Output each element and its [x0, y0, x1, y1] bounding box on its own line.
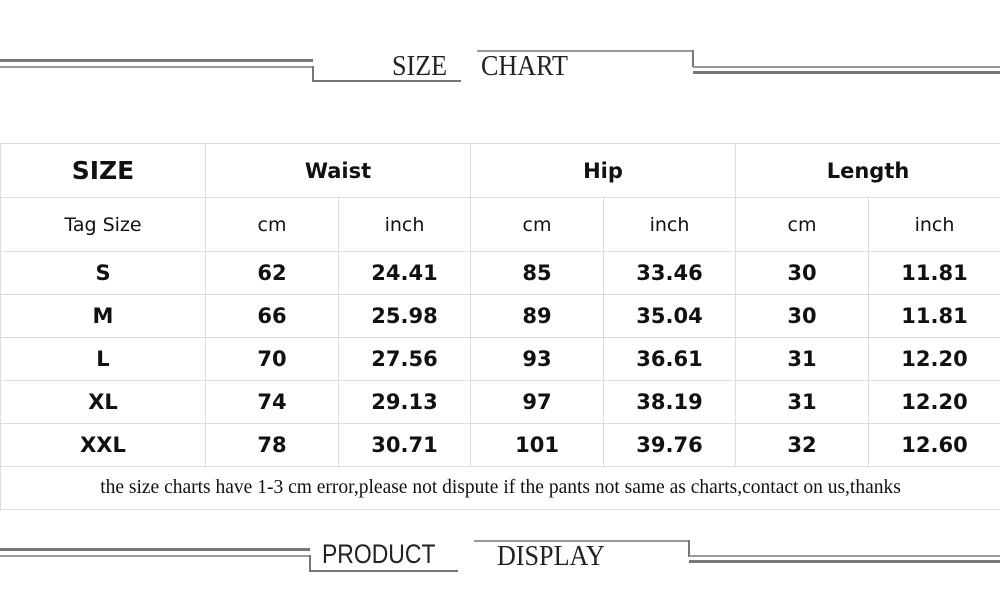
header-word-product: PRODUCT — [322, 539, 436, 569]
table-cell: L — [0, 337, 206, 381]
unit-cell: cm — [205, 197, 339, 252]
unit-cell: cm — [470, 197, 605, 252]
divider-line — [689, 560, 1000, 563]
unit-cell: Tag Size — [0, 197, 206, 252]
divider-line — [0, 548, 310, 551]
divider-line — [477, 50, 694, 52]
table-cell: 31 — [735, 380, 870, 424]
table-cell: 101 — [470, 423, 605, 467]
table-cell: 30 — [735, 251, 870, 295]
unit-cell: cm — [735, 197, 870, 252]
table-row: XXL 78 30.71 101 39.76 32 12.60 — [0, 423, 1000, 467]
table-cell: 25.98 — [337, 294, 472, 338]
header-hip: Hip — [470, 143, 737, 198]
table-row: L 70 27.56 93 36.61 31 12.20 — [0, 337, 1000, 381]
table-cell: 33.46 — [603, 251, 737, 295]
header-word-size: SIZE — [392, 50, 448, 82]
divider-line — [0, 59, 313, 62]
group-header-row: SIZE Waist Hip Length — [0, 143, 1000, 198]
table-cell: 66 — [205, 294, 339, 338]
table-cell: 30.71 — [337, 423, 472, 467]
table-cell: 74 — [205, 380, 339, 424]
table-cell: 32 — [735, 423, 870, 467]
divider-line — [0, 66, 313, 68]
unit-cell: inch — [603, 197, 737, 252]
header-length: Length — [735, 143, 1000, 198]
table-cell: 24.41 — [337, 251, 472, 295]
header-waist: Waist — [204, 143, 472, 198]
divider-line — [692, 50, 694, 67]
unit-cell: inch — [337, 197, 472, 252]
divider-line — [474, 540, 690, 542]
divider-line — [689, 555, 1000, 557]
unit-cell: inch — [868, 197, 1000, 252]
table-row: M 66 25.98 89 35.04 30 11.81 — [0, 294, 1000, 338]
table-cell: 35.04 — [603, 294, 737, 338]
note-row: the size charts have 1-3 cm error,please… — [0, 466, 1000, 510]
table-cell: 31 — [735, 337, 870, 381]
table-cell: 11.81 — [868, 294, 1000, 338]
divider-line — [312, 80, 461, 82]
size-table: SIZE Waist Hip Length Tag Size cm inch c… — [0, 143, 1000, 510]
divider-line — [0, 555, 310, 557]
table-cell: 12.20 — [868, 337, 1000, 381]
table-cell: 36.61 — [603, 337, 737, 381]
divider-line — [693, 71, 1000, 74]
table-cell: 11.81 — [868, 251, 1000, 295]
table-cell: 27.56 — [337, 337, 472, 381]
divider-line — [312, 66, 314, 82]
divider-line — [688, 540, 690, 557]
table-cell: 85 — [470, 251, 605, 295]
unit-row: Tag Size cm inch cm inch cm inch — [0, 197, 1000, 252]
table-cell: 30 — [735, 294, 870, 338]
table-cell: 38.19 — [603, 380, 737, 424]
table-cell: 89 — [470, 294, 605, 338]
table-cell: 93 — [470, 337, 605, 381]
size-note: the size charts have 1-3 cm error,please… — [0, 466, 1000, 510]
table-cell: 62 — [205, 251, 339, 295]
table-cell: 12.20 — [868, 380, 1000, 424]
table-row: S 62 24.41 85 33.46 30 11.81 — [0, 251, 1000, 295]
header-word-display: DISPLAY — [497, 540, 605, 572]
table-cell: 12.60 — [868, 423, 1000, 467]
table-row: XL 74 29.13 97 38.19 31 12.20 — [0, 380, 1000, 424]
header-word-chart: CHART — [481, 50, 568, 82]
header-size: SIZE — [0, 143, 206, 198]
table-cell: 97 — [470, 380, 605, 424]
table-cell: 29.13 — [337, 380, 472, 424]
divider-line — [309, 570, 458, 572]
table-cell: 70 — [205, 337, 339, 381]
divider-line — [693, 66, 1000, 68]
table-cell: XL — [0, 380, 206, 424]
table-cell: M — [0, 294, 206, 338]
table-cell: XXL — [0, 423, 206, 467]
table-cell: 39.76 — [603, 423, 737, 467]
divider-line — [309, 555, 311, 571]
table-cell: S — [0, 251, 206, 295]
table-cell: 78 — [205, 423, 339, 467]
